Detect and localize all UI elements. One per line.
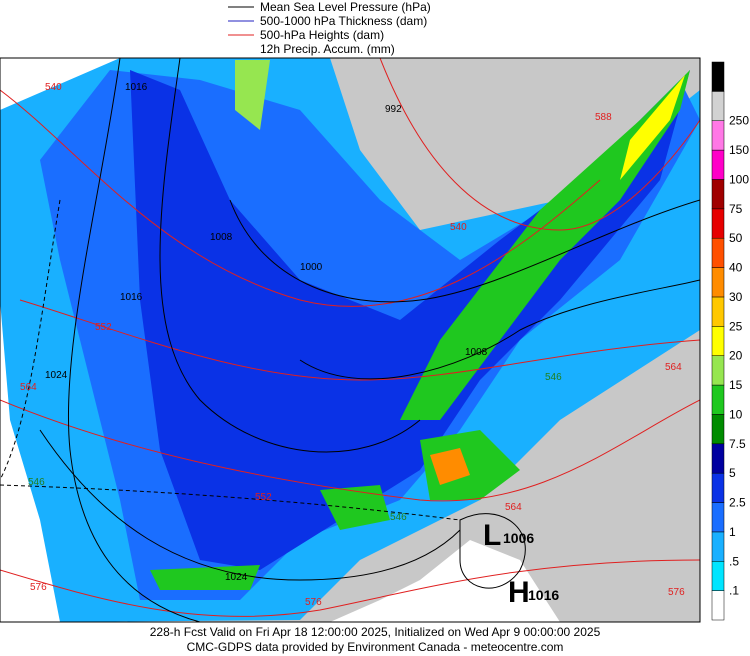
height-label: 576 bbox=[305, 597, 322, 608]
colorbar-label: 25 bbox=[729, 319, 743, 333]
height-label: 540 bbox=[450, 222, 467, 233]
colorbar-segment bbox=[711, 355, 725, 386]
height-label: 576 bbox=[668, 587, 685, 598]
colorbar-segment bbox=[711, 414, 725, 445]
colorbar-segment bbox=[711, 384, 725, 415]
pressure-label: 992 bbox=[385, 104, 402, 115]
height-label: 564 bbox=[505, 502, 522, 513]
pressure-contours bbox=[39, 58, 700, 622]
precip-yellow bbox=[620, 75, 685, 180]
colorbar-segment bbox=[711, 61, 725, 92]
precip-green bbox=[400, 70, 690, 420]
colorbar-segment bbox=[711, 561, 725, 591]
height-label: 552 bbox=[95, 322, 112, 333]
colorbar-segment bbox=[711, 326, 725, 356]
colorbar-label: 40 bbox=[729, 261, 743, 275]
colorbar-label: 15 bbox=[729, 378, 743, 392]
pressure-label: 1016 bbox=[120, 292, 143, 303]
map-frame bbox=[0, 57, 701, 623]
height-label: 540 bbox=[45, 82, 62, 93]
colorbar-segment bbox=[711, 267, 725, 298]
height-label: 576 bbox=[30, 582, 47, 593]
colorbar-segment bbox=[711, 91, 725, 121]
pressure-center-symbol: H bbox=[508, 576, 530, 609]
precip-heavy bbox=[130, 70, 690, 570]
pressure-center-symbol: L bbox=[483, 519, 501, 552]
colorbar-label: 150 bbox=[729, 143, 749, 157]
colorbar-label: 1 bbox=[729, 525, 736, 539]
legend-label: 500-1000 hPa Thickness (dam) bbox=[260, 14, 427, 28]
pressure-label: 1024 bbox=[45, 370, 68, 381]
footer-line: CMC-GDPS data provided by Environment Ca… bbox=[187, 640, 564, 654]
precip-green bbox=[235, 60, 270, 130]
thickness-label: 546 bbox=[545, 372, 562, 383]
colorbar-label: 2.5 bbox=[729, 496, 746, 510]
precip-green bbox=[320, 485, 390, 530]
legend-label: Mean Sea Level Pressure (hPa) bbox=[260, 0, 431, 14]
height-label: 564 bbox=[665, 362, 682, 373]
height-contours bbox=[0, 58, 700, 617]
colorbar-segment bbox=[711, 531, 725, 562]
thickness-label: 546 bbox=[28, 477, 45, 488]
pressure-center-value: 1016 bbox=[528, 587, 559, 603]
colorbar-segment bbox=[711, 237, 725, 268]
colorbar-label: 7.5 bbox=[729, 437, 746, 451]
colorbar-label: .5 bbox=[729, 554, 739, 568]
colorbar-segment bbox=[711, 590, 725, 621]
pressure-label: 1016 bbox=[125, 82, 148, 93]
height-label: 564 bbox=[20, 382, 37, 393]
colorbar-label: .1 bbox=[729, 584, 739, 598]
colorbar-segment bbox=[711, 502, 725, 533]
pressure-label: 1024 bbox=[225, 572, 248, 583]
colorbar-segment bbox=[711, 179, 725, 210]
pressure-label: 1008 bbox=[210, 232, 233, 243]
precip-green bbox=[150, 565, 260, 590]
colorbar-segment bbox=[711, 296, 725, 327]
colorbar-label: 20 bbox=[729, 349, 743, 363]
colorbar-label: 5 bbox=[729, 466, 736, 480]
colorbar-label: 10 bbox=[729, 407, 743, 421]
thickness-label: 546 bbox=[390, 512, 407, 523]
thickness-contours bbox=[0, 199, 461, 521]
colorbar-segment bbox=[711, 443, 725, 474]
pressure-center-value: 1006 bbox=[503, 530, 534, 546]
colorbar-segment bbox=[711, 120, 725, 151]
colorbar-label: 100 bbox=[729, 172, 749, 186]
footer-line: 228-h Fcst Valid on Fri Apr 18 12:00:00 … bbox=[150, 625, 601, 639]
precip-orange bbox=[430, 448, 470, 485]
height-label: 552 bbox=[255, 492, 272, 503]
pressure-label: 1008 bbox=[465, 347, 488, 358]
colorbar-label: 30 bbox=[729, 290, 743, 304]
pressure-label: 1000 bbox=[300, 262, 323, 273]
map: 540 552 564 576 540 552 564 576 588 564 576 1016 102… bbox=[0, 58, 700, 622]
legend-label: 12h Precip. Accum. (mm) bbox=[260, 42, 395, 56]
colorbar-label: 50 bbox=[729, 231, 743, 245]
colorbar-segment bbox=[711, 472, 725, 503]
colorbar-segment bbox=[711, 208, 725, 239]
colorbar-label: 75 bbox=[729, 202, 743, 216]
colorbar-label: 250 bbox=[729, 114, 749, 128]
legend-label: 500-hPa Heights (dam) bbox=[260, 28, 384, 42]
height-label: 588 bbox=[595, 112, 612, 123]
colorbar-segment bbox=[711, 149, 725, 180]
